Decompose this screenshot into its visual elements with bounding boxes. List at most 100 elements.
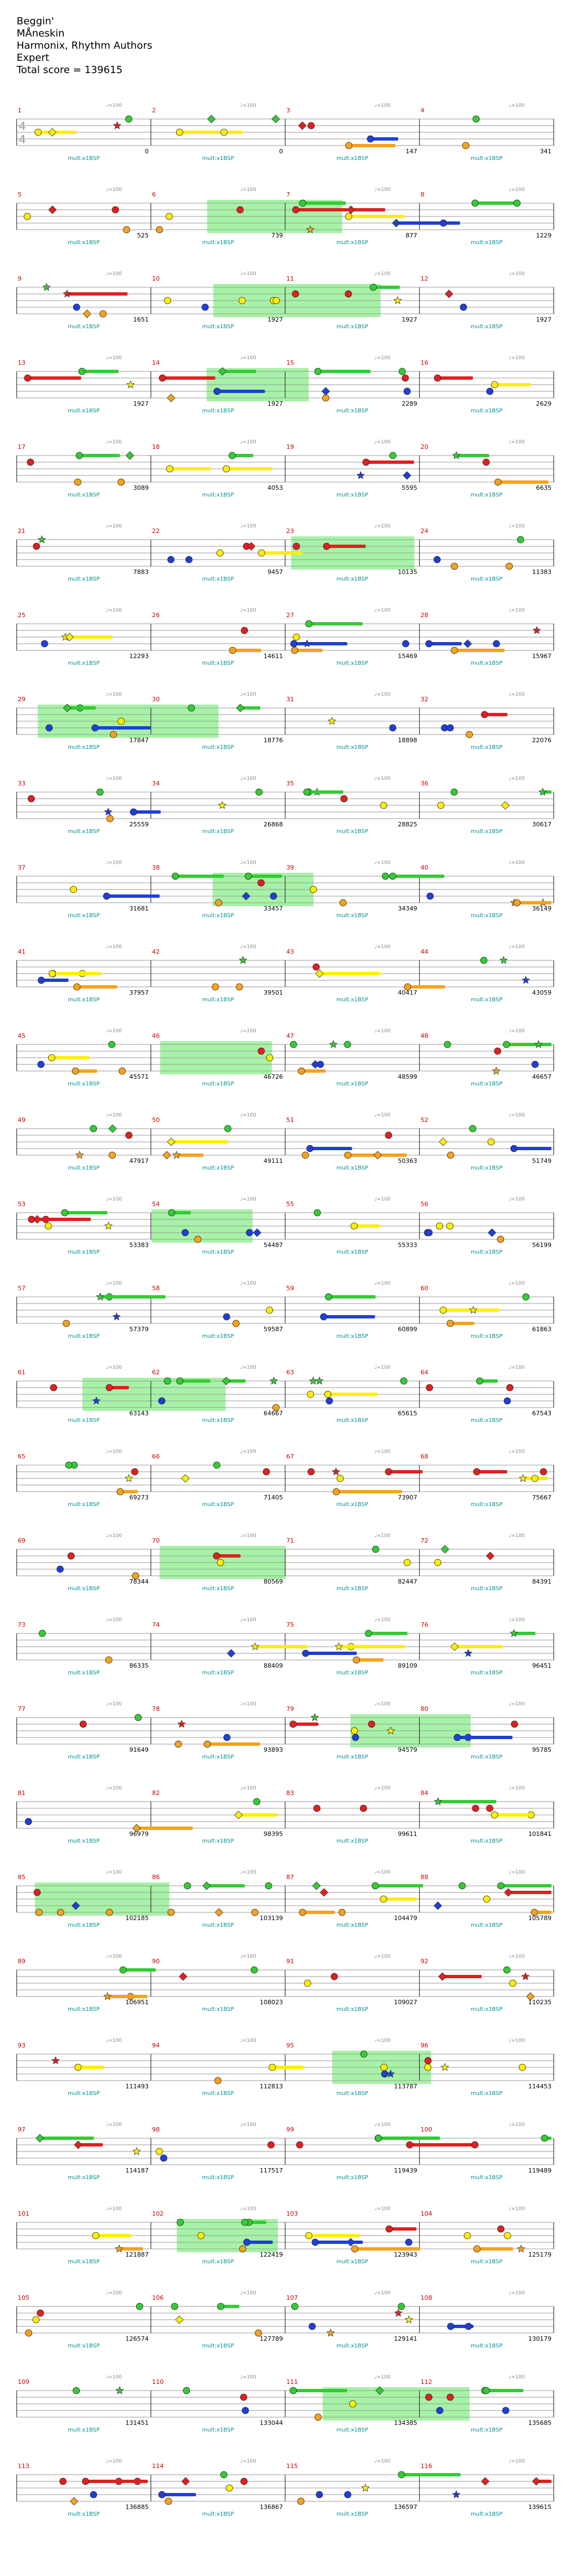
tempo-marker: ♩=100 [509,1113,525,1118]
sustain-tail [442,1975,482,1978]
sustain-tail [437,376,473,380]
measure-score: 131451 [126,2419,149,2427]
star-note [112,1312,121,1321]
tempo-marker: ♩=100 [374,355,390,361]
tempo-marker: ♩=100 [240,2038,256,2044]
sustain-tail [39,2137,94,2140]
note-gem [250,1966,258,1974]
measure-number: 98 [152,2126,160,2133]
measure-score: 46726 [264,1073,283,1080]
note-gem [213,1461,220,1469]
tempo-marker: ♩=100 [374,103,390,108]
hopo-note [241,892,251,901]
note-gem [365,1630,372,1637]
note-gem [130,808,137,816]
note-gem [446,724,454,732]
note-gem [56,1908,64,1916]
tempo-marker: ♩=100 [374,2459,390,2464]
measure-score: 110235 [528,1999,551,2006]
tempo-marker: ♩=100 [106,1786,122,1791]
multiplier-label: mult:x1BSP [337,408,369,414]
measure-number: 48 [421,1032,429,1039]
note-gem [262,1468,270,1476]
measure-score: 113787 [394,2083,417,2090]
sustain-tail [272,2066,304,2069]
note-gem [257,1047,265,1055]
note-gem [425,2393,432,2401]
star-note [394,2308,403,2317]
star-note [92,1396,101,1405]
star-note [239,955,248,964]
star-note [115,2244,123,2253]
note-gem [326,1397,333,1405]
sustain-tail [508,1891,551,1894]
multiplier-label: mult:x1BSP [471,1754,503,1760]
note-gem [241,627,248,634]
note-gem [434,1559,441,1566]
multiplier-label: mult:x1BSP [68,1333,100,1339]
star-note [518,1473,528,1482]
hopo-note [504,1888,513,1897]
note-gem [340,795,348,803]
note-gem [241,2407,249,2414]
note-gem [229,646,236,654]
note-gem [513,199,521,207]
measure-number: 107 [286,2294,298,2301]
measure-score: 61863 [532,1326,551,1333]
tempo-marker: ♩=100 [240,860,256,866]
star-note [96,1292,105,1301]
measure-score: 39501 [264,989,283,996]
measure-number: 53 [18,1201,25,1208]
note-gem [24,374,32,382]
note-gem [436,1222,444,1230]
note-gem [447,1151,455,1159]
multiplier-label: mult:x1BSP [337,2511,369,2517]
note-gem [425,640,433,648]
chart-row: 105 126574 mult:x1BSP ♩=100 106 127789 mult:x1… [16,2290,554,2349]
multiplier-label: mult:x1BSP [337,324,369,330]
multiplier-label: mult:x1BSP [68,492,100,498]
hopo-note [71,1901,80,1910]
hopo-note [439,1137,447,1146]
tempo-marker: ♩=100 [106,2038,122,2044]
chart-row: 41 37957 mult:x1BSP ♩=100 42 39501 mult:x1BSP ♩… [16,944,554,1003]
tempo-marker: ♩=100 [240,944,256,950]
tempo-marker: ♩=100 [374,1617,390,1623]
sustain-tail [473,1308,500,1312]
note-gem [531,1475,539,1482]
star-note [492,1066,501,1075]
measure-score: 9457 [267,568,283,576]
sustain-tail [354,1224,380,1228]
multiplier-label: mult:x1BSP [202,2427,234,2433]
note-gem [305,2232,313,2239]
hopo-note [321,387,330,396]
measure-number: 54 [152,1201,160,1208]
note-gem [350,1727,358,1735]
tempo-marker: ♩=100 [106,2290,122,2296]
measure-number: 64 [421,1369,429,1376]
measure-score: 108023 [260,1999,283,2006]
note-gem [106,815,114,823]
note-gem [246,1229,253,1237]
sustain-tail [38,131,77,134]
multiplier-label: mult:x1BSP [68,1670,100,1676]
note-gem [45,724,53,732]
measure-number: 6 [152,191,156,198]
note-gem [290,640,298,648]
multiplier-label: mult:x1BSP [68,1754,100,1760]
tempo-marker: ♩=100 [240,1028,256,1034]
sustain-tail [171,1211,191,1214]
measure-number: 3 [286,107,290,114]
note-gem [90,2491,97,2499]
measure-number: 32 [421,696,429,703]
note-gem [194,1235,202,1243]
multiplier-label: mult:x1BSP [471,408,503,414]
chart-row: 29 17847 mult:x1BSP ♩=100 30 18776 mult:x1BSP ♩… [16,692,554,751]
tempo-marker: ♩=100 [106,776,122,782]
sustain-tail [348,215,405,218]
measure-number: 96 [421,2042,429,2049]
measure-score: 2629 [536,400,551,407]
sustain-tail [207,1884,245,1887]
note-gem [270,892,277,900]
star-note [125,1473,133,1482]
